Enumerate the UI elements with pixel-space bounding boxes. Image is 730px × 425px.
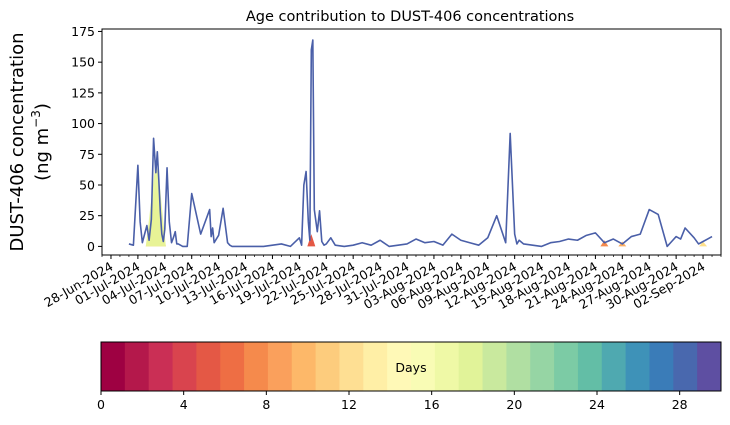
colorbar-swatch [601, 342, 627, 391]
colorbar-swatch [649, 342, 674, 391]
colorbar-label: Days [395, 360, 426, 375]
colorbar-swatch [434, 342, 460, 391]
y-tick-label: 50 [79, 177, 95, 192]
colorbar-swatch [387, 342, 412, 391]
colorbar-swatch [697, 342, 722, 391]
colorbar-swatch [244, 342, 269, 391]
colorbar-tick-label: 12 [341, 397, 357, 412]
age-band-sliver-0 [307, 234, 316, 247]
y-axis-label-line1: DUST-406 concentration [7, 32, 28, 251]
y-tick-label: 75 [79, 147, 95, 162]
colorbar-swatch [458, 342, 484, 391]
y-tick-label: 150 [71, 55, 95, 70]
colorbar: 0 4 8 12 16 20 24 28 Days [97, 341, 722, 412]
y-axis-label-exponent: −3 [29, 110, 43, 128]
colorbar-swatch [339, 342, 364, 391]
colorbar-swatch [554, 342, 579, 391]
plot-frame [101, 28, 722, 256]
colorbar-tick-label: 20 [506, 397, 522, 412]
colorbar-swatch [315, 342, 340, 391]
y-tick-label: 0 [87, 239, 95, 254]
chart-title: Age contribution to DUST-406 concentrati… [246, 9, 574, 25]
colorbar-swatch [220, 342, 245, 391]
colorbar-swatch [267, 342, 293, 391]
colorbar-tick-label: 0 [97, 397, 105, 412]
colorbar-swatch [506, 342, 531, 391]
colorbar-tick-label: 4 [180, 397, 188, 412]
total-concentration-series [128, 39, 713, 248]
y-tick-label: 175 [71, 24, 95, 39]
plot-area [101, 28, 722, 256]
colorbar-swatch [172, 342, 197, 391]
colorbar-swatch [673, 342, 698, 391]
colorbar-tick-label: 28 [672, 397, 688, 412]
colorbar-tick-label: 16 [424, 397, 440, 412]
y-tick-label: 25 [79, 208, 95, 223]
y-tick-label: 100 [71, 116, 95, 131]
colorbar-swatch [530, 342, 555, 391]
y-tick-label: 125 [71, 85, 95, 100]
colorbar-swatch [411, 342, 436, 391]
age-band-sliver-3 [699, 241, 708, 247]
colorbar-swatch [291, 342, 317, 391]
colorbar-frame [100, 341, 722, 392]
y-axis-label-line2: (ng m−3) [29, 103, 53, 181]
colorbar-swatch [101, 342, 126, 391]
colorbar-tick-label: 8 [262, 397, 270, 412]
colorbar-swatch [577, 342, 603, 391]
total-concentration-line [128, 39, 713, 248]
colorbar-swatch [625, 342, 650, 391]
age-contribution-areas [145, 160, 708, 247]
colorbar-swatch [148, 342, 174, 391]
y-axis-label: DUST-406 concentration (ng m−3) [7, 32, 53, 251]
colorbar-tick-label: 24 [589, 397, 605, 412]
colorbar-swatch [363, 342, 388, 391]
colorbar-swatch [124, 342, 150, 391]
y-axis: 0 25 50 75 100 125 150 175 [71, 24, 102, 254]
colorbar-swatch [482, 342, 507, 391]
colorbar-swatch [196, 342, 221, 391]
x-axis: 28-Jun-202401-Jul-202404-Jul-202407-Jul-… [41, 255, 722, 312]
